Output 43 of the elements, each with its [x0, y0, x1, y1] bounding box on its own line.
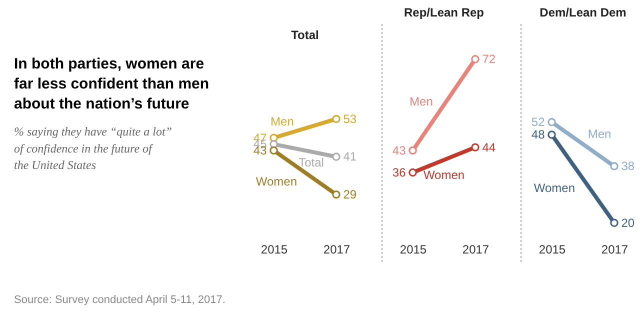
text: % saying they have “quite a lot” of confidence in the future of the United States	[14, 124, 172, 172]
point	[408, 146, 417, 155]
data-label: 44	[482, 140, 496, 154]
point	[332, 152, 340, 161]
chart-title: Rep/Lean Rep	[404, 6, 484, 20]
chart-title: Dem/Lean Dem	[540, 6, 626, 20]
point	[548, 118, 556, 126]
data-label: 53	[343, 112, 357, 126]
data-label: 43	[392, 143, 406, 158]
x-tick-label: 2017	[323, 242, 350, 256]
text: In both parties, women are far less confident than men about the nation’s future	[14, 55, 210, 112]
x-tick-label: 2015	[538, 242, 566, 256]
series-label: Women	[534, 180, 575, 195]
point	[610, 162, 618, 170]
point	[471, 55, 480, 64]
source-note: Source: Survey conducted April 5-11, 2017.	[14, 294, 226, 306]
series-label: Men	[270, 114, 294, 128]
data-label: 52	[531, 115, 546, 130]
data-label: 29	[343, 188, 357, 202]
data-label: 20	[621, 216, 635, 230]
x-tick-label: 2015	[260, 242, 288, 256]
series-label: Men	[588, 126, 612, 141]
x-tick-label: 2017	[601, 242, 628, 256]
data-label: 72	[482, 52, 496, 66]
point	[408, 168, 417, 177]
series-label: Women	[423, 168, 465, 182]
point	[471, 143, 480, 152]
data-label: 36	[392, 166, 406, 180]
series-label: Total	[298, 156, 324, 170]
point	[548, 130, 556, 139]
data-label: 41	[343, 150, 357, 164]
point	[270, 140, 278, 148]
data-label: 38	[621, 159, 635, 174]
point	[332, 114, 340, 124]
chart-title: Total	[291, 28, 319, 42]
x-tick-label: 2017	[462, 242, 490, 256]
point	[610, 218, 618, 227]
point	[332, 190, 340, 199]
x-tick-label: 2015	[400, 242, 427, 256]
series-label: Women	[256, 174, 297, 188]
data-label: 48	[531, 128, 546, 142]
point	[270, 146, 278, 155]
series-label: Men	[410, 94, 433, 108]
